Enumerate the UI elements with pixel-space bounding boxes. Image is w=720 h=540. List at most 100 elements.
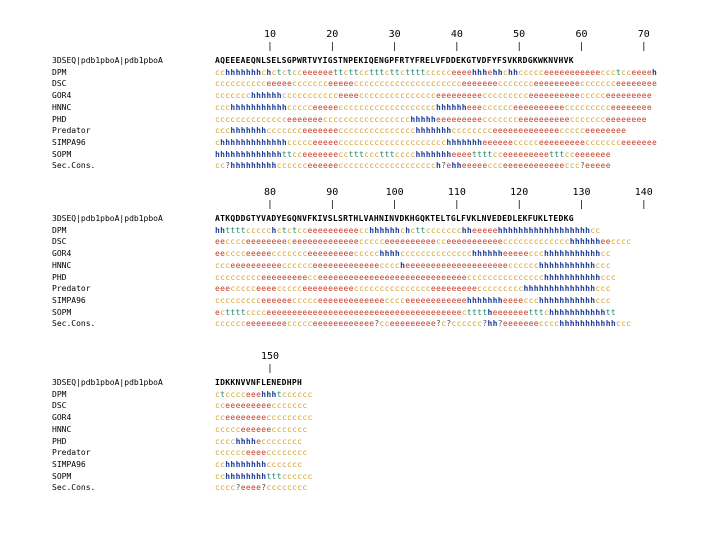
row-label: PHD [52, 272, 67, 282]
row-label: SIMPA96 [52, 295, 86, 305]
prediction-row: DSC cceeeeeeeeeccccccc [0, 401, 720, 411]
prediction-row: PHD cccchhhhecccccccc [0, 437, 720, 447]
tick-label: 130 [572, 187, 591, 198]
structure-prediction: cccccceeeeeeeeccccceeeeeeeeeeee?cceeeeee… [215, 319, 632, 329]
row-label: Sec.Cons. [52, 483, 96, 493]
tick-label: 150 [260, 351, 280, 362]
position-tick: 100 | [380, 188, 410, 210]
prediction-row: SOPM hhhhhhhhhhhhhttcceeeeeeecctttccctttc… [0, 150, 720, 160]
structure-prediction: ccchhhhhhhhhhhccccceeeeecccccccccccccccc… [215, 102, 652, 112]
row-label: Predator [52, 126, 91, 136]
structure-prediction: cceeeeeeeeccccccccc [215, 413, 313, 423]
row-label: HNNC [52, 424, 72, 434]
row-label: DSC [52, 237, 67, 247]
structure-prediction: eecccceeeeeccccccceeeeeeeeeccccchhhhcccc… [215, 249, 611, 259]
structure-prediction: cccc?eeee?cccccccc [215, 483, 308, 493]
tick-label: 20 [326, 29, 339, 40]
tick-mark: | [578, 42, 585, 52]
structure-prediction: ccccceeeeeeccccccc [215, 424, 308, 434]
prediction-row: GOR4 ccccccchhhhhhccccccccccceeeecccccccc… [0, 91, 720, 101]
row-label: Sec.Cons. [52, 319, 96, 329]
position-tick: 110 | [442, 188, 472, 210]
position-tick: 30 | [380, 30, 410, 52]
position-tick: 130 | [567, 188, 597, 210]
position-tick: 10 | [255, 30, 285, 52]
position-tick: 40 | [442, 30, 472, 52]
structure-prediction: eeeccccceeeeccccceeeeeeeeeeccccccccccccc… [215, 284, 611, 294]
tick-label: 40 [450, 29, 463, 40]
tick-mark: | [391, 200, 398, 210]
row-label: GOR4 [52, 91, 72, 101]
structure-prediction: hhhhhhhhhhhhhttcceeeeeeecctttccctttcccch… [215, 149, 611, 159]
position-tick: 20 | [317, 30, 347, 52]
alignment-block: 80 | 90 | 100 | 110 | 120 | 130 | 140 | 3DSEQ|pdb1pboA… [0, 168, 720, 329]
position-ruler: 10 | 20 | 30 | 40 | 50 | 60 | 70 | [0, 10, 720, 52]
prediction-row: DPM hhttttccccchctctcceeeeeeeeeecchhhhhhc… [0, 226, 720, 236]
prediction-row: Predator ccchhhhhhhccccccceeeeeeecccccccc… [0, 126, 720, 136]
structure-prediction: hhttttccccchctctcceeeeeeeeeecchhhhhhchct… [215, 225, 601, 235]
prediction-row: Predator cccccceeeecccccccc [0, 448, 720, 458]
sequence-text: ATKQDDGTYVADYEGQNVFKIVSLSRTHLVAHNINVDKHG… [215, 214, 574, 223]
position-tick: 150 | [255, 352, 285, 374]
tick-mark: | [578, 200, 585, 210]
tick-label: 60 [575, 29, 588, 40]
position-tick: 140 | [629, 188, 659, 210]
row-label: Predator [52, 284, 91, 294]
structure-prediction: ccccccccceeeeeeccccceeeeeeeeeeeeecccceee… [215, 295, 611, 305]
tick-mark: | [329, 42, 335, 52]
row-label: SIMPA96 [52, 459, 86, 469]
sequence-row: 3DSEQ|pdb1pboA|pdb1pboA AQEEEAEQNLSELSGPW… [0, 56, 720, 66]
structure-prediction: ecttttcccceeeeeeeeeeeeeeeeeeeeeeeeeeeeee… [215, 307, 616, 317]
sequence-text: IDKKNVVNFLENEDHPH [215, 378, 303, 387]
prediction-row: DSC cccccccccceeeeeccccccceeeeecccccccccc… [0, 79, 720, 89]
row-label: DPM [52, 225, 67, 235]
structure-prediction: cc?hhhhhhhhhcccccceeeeeecccccccccccccccc… [215, 161, 611, 171]
structure-prediction: cceeeeeeeeeccccccc [215, 401, 308, 411]
row-label: DSC [52, 401, 67, 411]
prediction-row: Predator eeeccccceeeeccccceeeeeeeeeeccccc… [0, 284, 720, 294]
tick-mark: | [516, 200, 522, 210]
row-label: DSC [52, 79, 67, 89]
position-tick: 90 | [317, 188, 347, 210]
prediction-row: SIMPA96 chhhhhhhhhhhhhccccceeeeeccccccccc… [0, 138, 720, 148]
tick-label: 30 [388, 29, 401, 40]
structure-prediction: ctcccceeehhhtcccccc [215, 389, 313, 399]
tick-label: 120 [510, 187, 529, 198]
tick-mark: | [391, 42, 398, 52]
tick-mark: | [267, 200, 273, 210]
tick-mark: | [454, 200, 460, 210]
tick-mark: | [267, 42, 273, 52]
tick-label: 80 [263, 187, 277, 198]
structure-prediction: ccccccccceeeeeeeeecceeeeeeeeeeeeeeeeeeee… [215, 272, 616, 282]
row-label: DPM [52, 67, 67, 77]
position-tick: 60 | [567, 30, 597, 52]
prediction-row: Sec.Cons. cc?hhhhhhhhhcccccceeeeeeccccccc… [0, 161, 720, 171]
tick-label: 110 [447, 187, 466, 198]
row-label: SIMPA96 [52, 137, 86, 147]
prediction-row: GOR4 cceeeeeeeeccccccccc [0, 413, 720, 423]
position-tick: 50 | [504, 30, 534, 52]
row-label: 3DSEQ|pdb1pboA|pdb1pboA [52, 56, 163, 65]
row-label: DPM [52, 389, 67, 399]
structure-prediction: cccccccccccccceeeeeeeccccccccccccccccchh… [215, 114, 647, 124]
tick-mark: | [641, 200, 647, 210]
tick-mark: | [267, 364, 273, 374]
tick-label: 90 [326, 187, 339, 198]
tick-mark: | [329, 200, 335, 210]
prediction-row: GOR4 eecccceeeeeccccccceeeeeeeeeccccchhhh… [0, 249, 720, 259]
row-label: GOR4 [52, 413, 72, 423]
alignment-block: 10 | 20 | 30 | 40 | 50 | 60 | 70 | 3DSEQ|pdb1pboA|pdb1… [0, 10, 720, 171]
prediction-row: HNNC ccccceeeeeeccccccc [0, 425, 720, 435]
prediction-row: Sec.Cons. cccccceeeeeeeeccccceeeeeeeeeeee… [0, 319, 720, 329]
row-label: PHD [52, 436, 67, 446]
row-label: HNNC [52, 102, 72, 112]
tick-label: 70 [637, 29, 650, 40]
prediction-row: SOPM cchhhhhhhhtttcccccc [0, 472, 720, 482]
row-label: HNNC [52, 260, 72, 270]
tick-mark: | [516, 42, 522, 52]
row-label: GOR4 [52, 249, 72, 259]
row-label: Predator [52, 448, 91, 458]
prediction-row: Sec.Cons. cccc?eeee?cccccccc [0, 483, 720, 493]
structure-prediction: ccchhhhhhhccccccceeeeeeeccccccccccccccch… [215, 126, 627, 136]
prediction-row: PHD ccccccccceeeeeeeeecceeeeeeeeeeeeeeeee… [0, 273, 720, 283]
